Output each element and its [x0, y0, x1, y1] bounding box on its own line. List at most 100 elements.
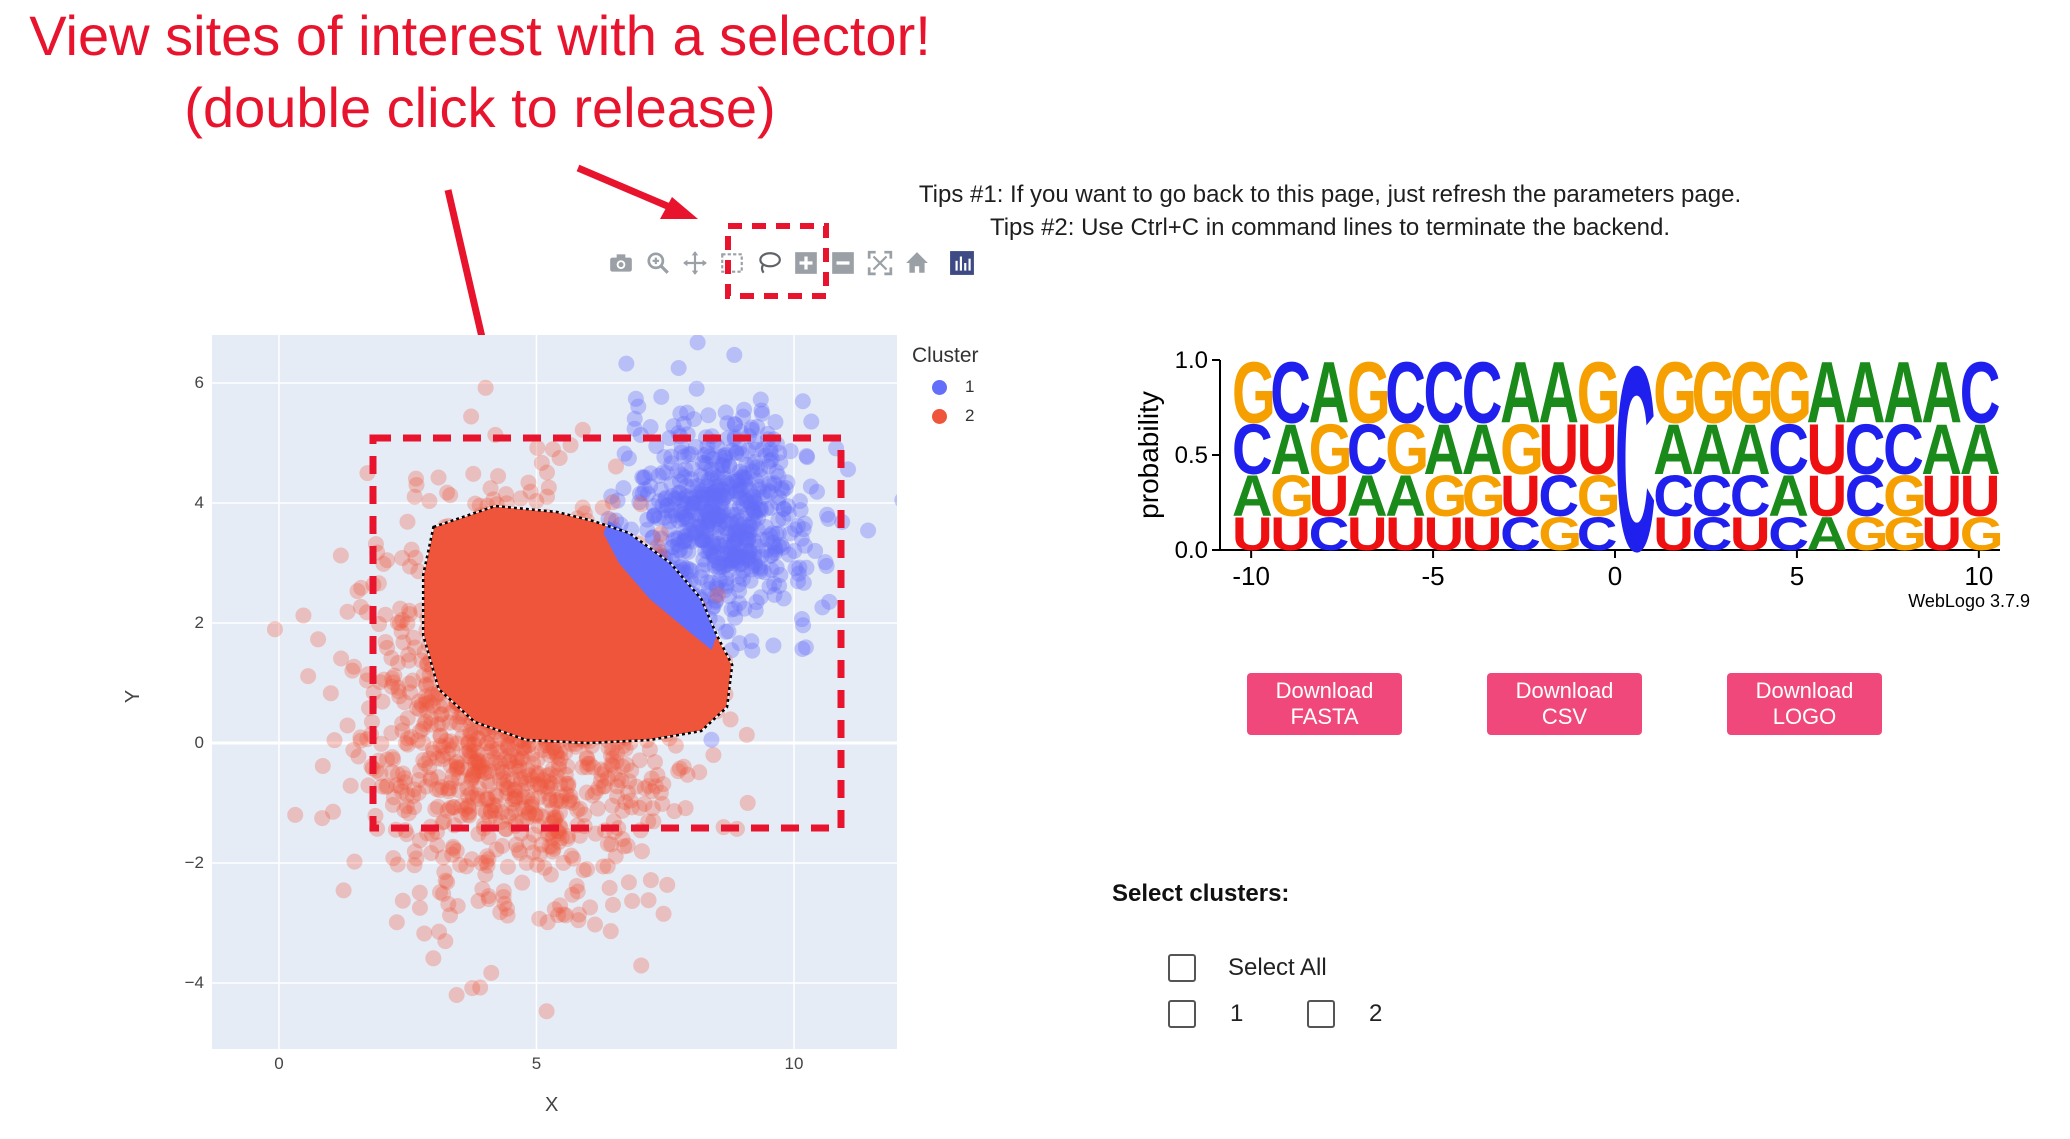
cluster-2-point: [378, 778, 395, 795]
cluster-2-point: [504, 790, 521, 807]
zoom-out-icon[interactable]: [828, 248, 858, 278]
scatter-plot-area[interactable]: [212, 335, 897, 1049]
cluster-2-point: [435, 885, 452, 902]
cluster-1-point: [761, 578, 778, 595]
cluster-1-point: [703, 470, 720, 487]
cluster-2-point: [441, 780, 458, 797]
logo-letter: G: [1883, 464, 1927, 529]
reset-axes-icon[interactable]: [902, 248, 932, 278]
cluster-2-point: [485, 796, 502, 813]
cluster-1-point: [723, 555, 740, 572]
cluster-2-point: [516, 742, 533, 759]
cluster-2-point: [445, 838, 462, 855]
scatter-svg[interactable]: [212, 335, 897, 1049]
cluster-1-point: [741, 550, 758, 567]
cluster-1-point: [743, 495, 760, 512]
cluster-1-point: [711, 524, 728, 541]
cluster-option-1[interactable]: 1: [1168, 1000, 1243, 1028]
cluster-2-point: [322, 685, 339, 702]
cluster-1-point: [726, 533, 743, 550]
cluster-2-point: [326, 732, 343, 749]
cluster-2-point: [520, 474, 537, 491]
cluster-1-point: [645, 498, 662, 515]
cluster-2-point: [623, 762, 640, 779]
box-select-icon[interactable]: [717, 248, 747, 278]
cluster-2-point: [560, 778, 577, 795]
cluster-1-point: [725, 473, 742, 490]
cluster-2-point: [435, 739, 452, 756]
cluster-1-point: [716, 453, 733, 470]
cluster-2-point: [379, 639, 396, 656]
autoscale-icon[interactable]: [865, 248, 895, 278]
legend-item-2[interactable]: 2: [932, 406, 974, 426]
cluster-1-point: [724, 552, 741, 569]
cluster-1-point: [738, 456, 755, 473]
select-all-option[interactable]: Select All: [1168, 954, 1327, 982]
cluster-2-point: [395, 634, 412, 651]
zoom-in-icon[interactable]: [791, 248, 821, 278]
download-csv-button[interactable]: Download CSV: [1487, 673, 1642, 735]
cluster-2-point: [513, 749, 530, 766]
cluster-1-point: [767, 413, 784, 430]
cluster-2-point: [433, 715, 450, 732]
cluster-1-point: [672, 405, 689, 422]
legend-item-1[interactable]: 1: [932, 377, 974, 397]
logo-letter: G: [1692, 344, 1736, 441]
cluster-2-point: [541, 747, 558, 764]
cluster-1-point: [790, 573, 807, 590]
logo-x-tick-label: 0: [1608, 561, 1622, 591]
cluster-1-point: [747, 494, 764, 511]
cluster-2-point: [614, 830, 631, 847]
cluster-1-point: [818, 557, 835, 574]
cluster-2-point: [551, 804, 568, 821]
zoom-icon[interactable]: [643, 248, 673, 278]
cluster-1-checkbox[interactable]: [1168, 1000, 1196, 1028]
cluster-1-point: [743, 499, 760, 516]
cluster-1-point: [664, 488, 681, 505]
cluster-1-point: [772, 566, 789, 583]
camera-icon[interactable]: [606, 248, 636, 278]
cluster-1-point: [705, 450, 722, 467]
cluster-2-point: [473, 763, 490, 780]
cluster-1-point: [717, 404, 734, 421]
logo-letter: C: [1883, 410, 1924, 490]
cluster-1-point: [655, 464, 672, 481]
cluster-2-point: [603, 756, 620, 773]
cluster-1-point: [683, 471, 700, 488]
cluster-1-point: [692, 516, 709, 533]
cluster-2-point: [557, 744, 574, 761]
lasso-select-icon[interactable]: [754, 248, 784, 278]
download-fasta-button[interactable]: Download FASTA: [1247, 673, 1402, 735]
cluster-1-point: [721, 476, 738, 493]
cluster-option-2[interactable]: 2: [1307, 1000, 1382, 1028]
cluster-1-point: [663, 502, 680, 519]
cluster-1-point: [678, 488, 695, 505]
cluster-2-checkbox[interactable]: [1307, 1000, 1335, 1028]
pan-icon[interactable]: [680, 248, 710, 278]
cluster-1-point: [677, 461, 694, 478]
cluster-1-point: [705, 533, 722, 550]
plotly-logo-icon[interactable]: [947, 248, 977, 278]
cluster-1-point: [673, 438, 690, 455]
cluster-2-point: [541, 838, 558, 855]
annotation-line-1: View sites of interest with a selector!: [29, 4, 931, 67]
download-logo-button[interactable]: Download LOGO: [1727, 673, 1882, 735]
cluster-2-point: [465, 766, 482, 783]
cluster-2-point: [436, 697, 453, 714]
cluster-2-point: [494, 837, 511, 854]
x-tick-label: 10: [784, 1054, 804, 1073]
cluster-2-point: [520, 737, 537, 754]
cluster-2-point: [593, 761, 610, 778]
cluster-1-point: [698, 504, 715, 521]
logo-letter: G: [1577, 344, 1621, 441]
cluster-2-point: [411, 701, 428, 718]
cluster-1-point: [706, 557, 723, 574]
modebar: [606, 246, 984, 280]
cluster-1-point: [708, 478, 725, 495]
cluster-1-point: [768, 463, 785, 480]
cluster-2-point: [424, 697, 441, 714]
cluster-2-point: [470, 892, 487, 909]
select-all-checkbox[interactable]: [1168, 954, 1196, 982]
cluster-1-point: [600, 510, 617, 527]
cluster-1-point: [620, 450, 637, 467]
